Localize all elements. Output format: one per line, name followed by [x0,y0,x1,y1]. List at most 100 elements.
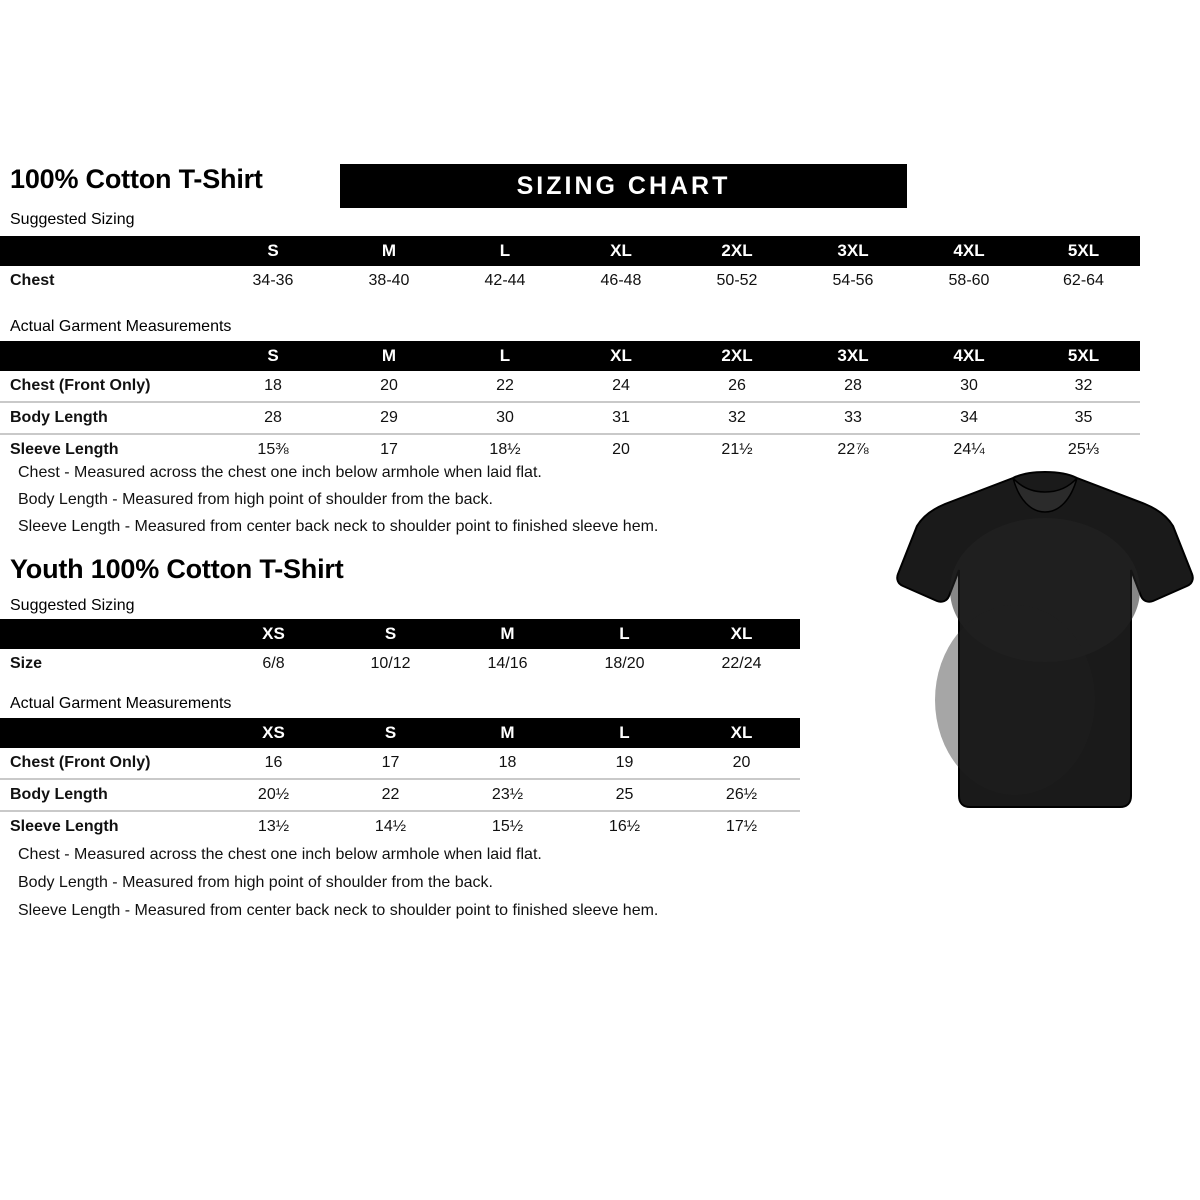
row-label-body-length: Body Length [0,402,215,435]
cell-body-s: 22 [332,779,449,812]
cell-body-m: 23½ [449,779,566,812]
col-header-label [0,341,215,371]
cell-chest-xl: 24 [563,371,679,403]
col-header-m: M [500,624,515,643]
adult-title-row: 100% Cotton T-Shirt SIZING CHART [10,162,1190,208]
cell-body-3xl: 33 [795,402,911,435]
row-label-chest: Chest [10,272,55,289]
cell-chest-xl: 46-48 [600,272,642,289]
col-header-5xl: 5XL [1067,346,1100,365]
cell-sleeve-5xl: 25⅓ [1067,441,1100,458]
col-header-m: M [381,241,397,260]
tshirt-product-image [895,470,1195,815]
table-row: Chest (Front Only) 18 20 22 24 26 28 30 … [0,371,1140,403]
cell-sleeve-m: 17 [380,441,398,458]
cell-chest-4xl: 58-60 [948,272,990,289]
youth-suggested-sizing-table: XS S M L XL Size 6/8 10/12 14/16 18/20 2… [0,619,800,679]
adult-suggested-sizing-label: Suggested Sizing [10,211,135,228]
cell-body-xs: 20½ [215,779,332,812]
cell-chest-l: 19 [566,748,683,780]
cell-body-l: 30 [447,402,563,435]
table-header-row: S M L XL 2XL 3XL 4XL 5XL [0,236,1140,266]
cell-sleeve-xs: 13½ [257,818,290,835]
cell-sleeve-2xl: 21½ [721,441,753,458]
col-header-2xl: 2XL [721,346,753,365]
cell-body-xl: 26½ [683,779,800,812]
col-header-3xl: 3XL [837,346,869,365]
cell-sleeve-xl: 20 [612,441,630,458]
cell-chest-s: 34-36 [252,272,294,289]
table-header-row: S M L XL 2XL 3XL 4XL 5XL [0,341,1140,371]
col-header-xl: XL [730,624,753,643]
col-header-xs: XS [262,723,285,742]
cell-chest-l: 22 [447,371,563,403]
col-header-l: L [619,624,630,643]
tshirt-icon [896,470,1194,808]
cell-sleeve-l: 16½ [608,818,641,835]
table-row: Size 6/8 10/12 14/16 18/20 22/24 [0,649,800,679]
cell-size-s: 10/12 [370,655,411,672]
cell-sleeve-xl: 17½ [725,818,758,835]
table-row: Sleeve Length 13½ 14½ 15½ 16½ 17½ [0,811,800,842]
col-header-3xl: 3XL [837,241,869,260]
cell-body-2xl: 32 [679,402,795,435]
cell-chest-2xl: 50-52 [716,272,758,289]
row-label-size: Size [10,655,43,672]
col-header-l: L [619,723,630,742]
cell-chest-xs: 16 [215,748,332,780]
cell-body-m: 29 [331,402,447,435]
youth-section-title: Youth 100% Cotton T-Shirt [10,554,344,584]
cell-chest-m: 18 [449,748,566,780]
col-header-xl: XL [730,723,753,742]
col-header-xs: XS [262,624,285,643]
cell-body-s: 28 [215,402,331,435]
youth-actual-measurements-label: Actual Garment Measurements [10,695,232,712]
table-row: Chest 34-36 38-40 42-44 46-48 50-52 54-5… [0,266,1140,296]
cell-sleeve-4xl: 24¼ [953,441,985,458]
cell-chest-5xl: 62-64 [1063,272,1104,289]
youth-suggested-sizing-label: Suggested Sizing [10,597,135,614]
youth-note-chest: Chest - Measured across the chest one in… [18,846,542,863]
table-row: Sleeve Length 15⅜ 17 18½ 20 21½ 22⅞ 24¼ … [0,434,1140,465]
cell-size-m: 14/16 [487,655,528,672]
col-header-5xl: 5XL [1067,241,1100,260]
col-header-l: L [499,241,511,260]
table-row: Body Length 20½ 22 23½ 25 26½ [0,779,800,812]
table-row: Body Length 28 29 30 31 32 33 34 35 [0,402,1140,435]
adult-section-title: 100% Cotton T-Shirt [10,164,263,194]
row-label-sleeve-length: Sleeve Length [10,818,119,835]
adult-actual-measurements-label: Actual Garment Measurements [10,318,232,335]
col-header-m: M [381,346,397,365]
col-header-4xl: 4XL [953,241,985,260]
col-header-xl: XL [610,346,632,365]
cell-sleeve-l: 18½ [489,441,521,458]
adult-note-body: Body Length - Measured from high point o… [18,491,493,508]
col-header-label [0,236,215,266]
col-header-l: L [499,346,511,365]
cell-sleeve-s: 15⅜ [257,441,289,458]
cell-sleeve-3xl: 22⅞ [837,441,869,458]
col-header-m: M [500,723,515,742]
cell-body-5xl: 35 [1027,402,1140,435]
row-label-sleeve-length: Sleeve Length [10,441,119,458]
adult-note-chest: Chest - Measured across the chest one in… [18,464,542,481]
col-header-s: S [384,723,397,742]
cell-size-l: 18/20 [604,655,645,672]
row-label-chest-front-only: Chest (Front Only) [0,371,215,403]
adult-actual-measurements-table: S M L XL 2XL 3XL 4XL 5XL Chest (Front On… [0,341,1140,465]
cell-chest-2xl: 26 [679,371,795,403]
col-header-2xl: 2XL [721,241,753,260]
youth-note-sleeve: Sleeve Length - Measured from center bac… [18,902,659,919]
table-header-row: XS S M L XL [0,619,800,649]
col-header-s: S [384,624,397,643]
sizing-chart-banner: SIZING CHART [340,164,907,208]
cell-size-xs: 6/8 [262,655,285,672]
cell-body-4xl: 34 [911,402,1027,435]
adult-suggested-sizing-table: S M L XL 2XL 3XL 4XL 5XL Chest 34-36 38-… [0,236,1140,296]
cell-chest-3xl: 54-56 [832,272,874,289]
col-header-s: S [267,241,279,260]
table-row: Chest (Front Only) 16 17 18 19 20 [0,748,800,780]
adult-note-sleeve: Sleeve Length - Measured from center bac… [18,518,659,535]
table-header-row: XS S M L XL [0,718,800,748]
